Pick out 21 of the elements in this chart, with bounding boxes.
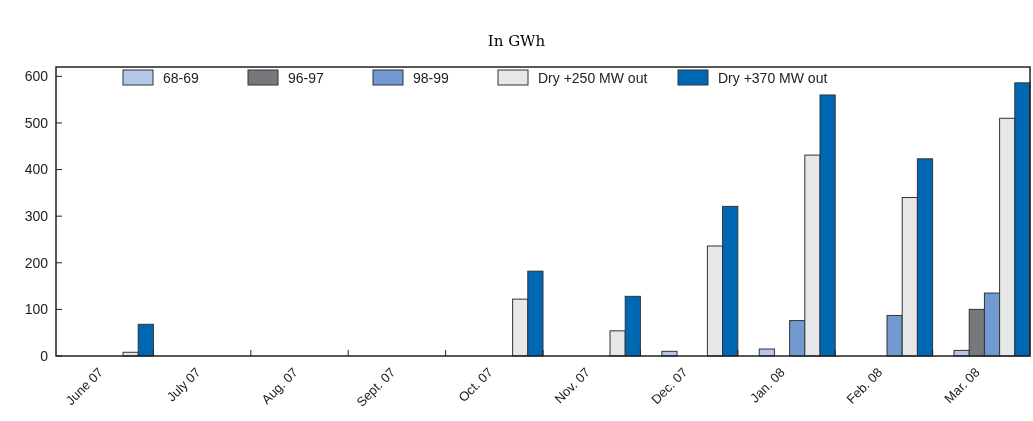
x-tick-label: Mar. 08 xyxy=(941,364,983,406)
legend-label: 96-97 xyxy=(288,69,325,86)
chart-subtitle: In GWh xyxy=(487,32,546,50)
y-tick-label: 200 xyxy=(24,254,49,271)
x-tick-label: Oct. 07 xyxy=(455,364,496,405)
x-tick-label: Dec. 07 xyxy=(648,364,691,408)
y-tick-label: 100 xyxy=(24,301,49,318)
x-tick-label: Jan. 08 xyxy=(747,364,788,406)
y-tick-label: 0 xyxy=(40,347,49,364)
legend-label: 98-99 xyxy=(413,69,450,86)
y-tick-label: 300 xyxy=(24,208,49,225)
legend-label: Dry +370 MW out xyxy=(718,69,828,86)
x-tick-label: Aug. 07 xyxy=(258,364,301,408)
legend-label: Dry +250 MW out xyxy=(538,69,648,86)
x-tick-label: Nov. 07 xyxy=(551,364,594,407)
x-tick-label: July 07 xyxy=(163,364,204,405)
y-tick-label: 400 xyxy=(24,161,49,178)
legend-label: 68-69 xyxy=(163,69,200,86)
y-tick-label: 500 xyxy=(24,114,49,131)
y-tick-label: 600 xyxy=(24,68,49,85)
x-tick-label: Feb. 08 xyxy=(843,364,886,407)
